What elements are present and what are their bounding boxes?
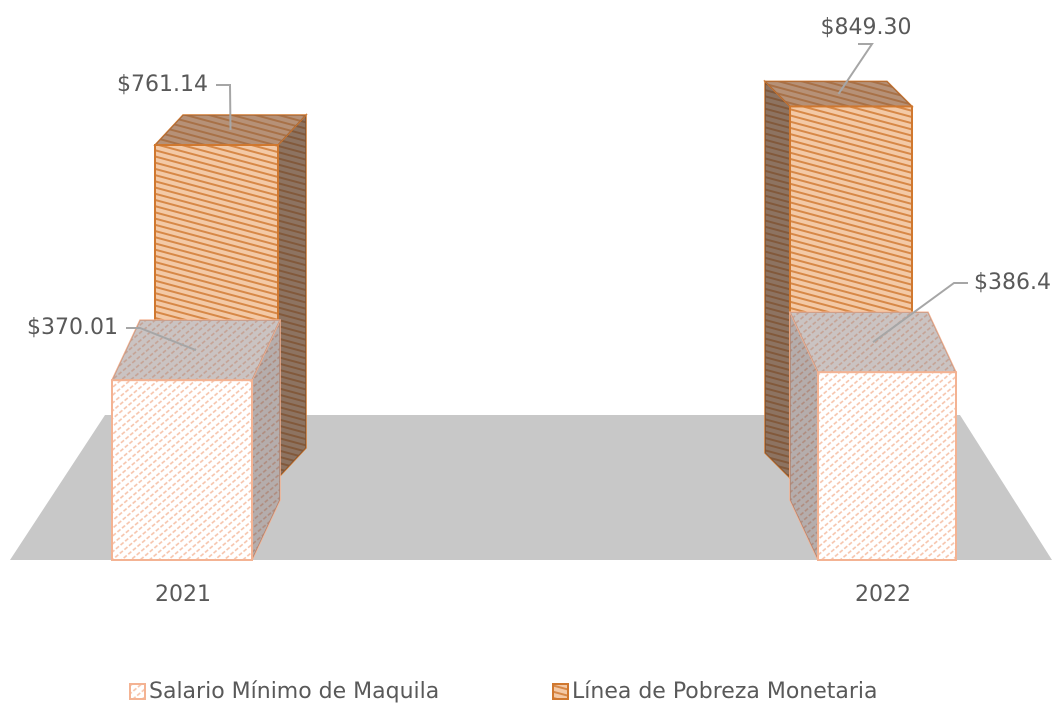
bar [110,319,282,561]
data-label: $849.30 [821,15,912,40]
leader-line [216,84,232,131]
x-tick-label: 2022 [855,582,911,607]
data-label: $761.14 [117,72,208,97]
legend-swatch [129,683,146,700]
leader-line [837,43,874,95]
data-label: $370.01 [27,315,118,340]
leader-line [872,282,968,343]
bar-side-shade [252,320,280,560]
legend-swatch [552,683,569,700]
bar-front [111,379,253,561]
legend-label: Salario Mínimo de Maquila [149,679,439,704]
bar-side-shade [790,312,818,560]
bar-front [817,371,957,561]
bar [788,311,958,561]
bar-side-shade [278,115,306,478]
data-label: $386.44 [974,270,1052,295]
bar-side-shade [765,81,790,479]
x-tick-label: 2021 [155,582,211,607]
legend-label: Línea de Pobreza Monetaria [572,679,878,704]
leader-line [126,327,197,352]
